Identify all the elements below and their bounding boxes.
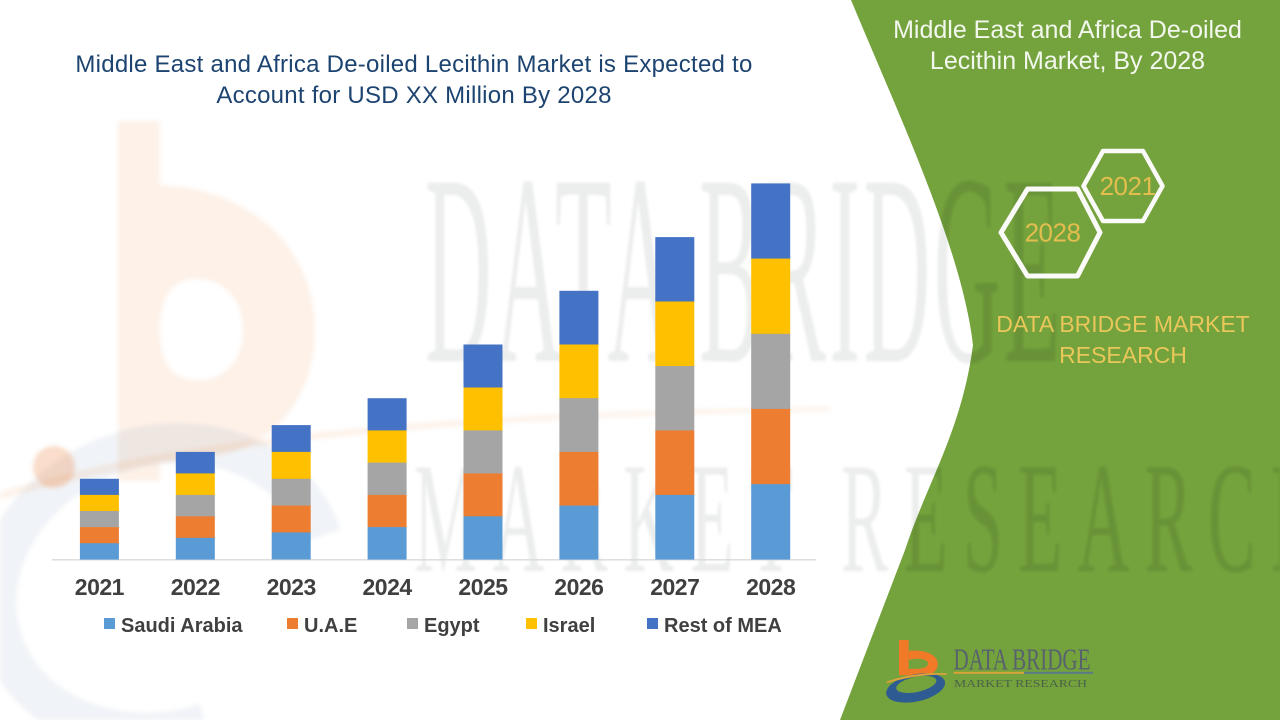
svg-text:2021: 2021 xyxy=(1100,171,1156,201)
svg-text:MARKET RESEARCH: MARKET RESEARCH xyxy=(954,679,1088,690)
svg-text:DATA BRIDGE: DATA BRIDGE xyxy=(425,119,1064,420)
svg-text:DATA BRIDGE: DATA BRIDGE xyxy=(954,643,1091,677)
svg-text:2028: 2028 xyxy=(1025,218,1081,248)
svg-text:MARKET RESEARCH: MARKET RESEARCH xyxy=(414,432,1280,606)
